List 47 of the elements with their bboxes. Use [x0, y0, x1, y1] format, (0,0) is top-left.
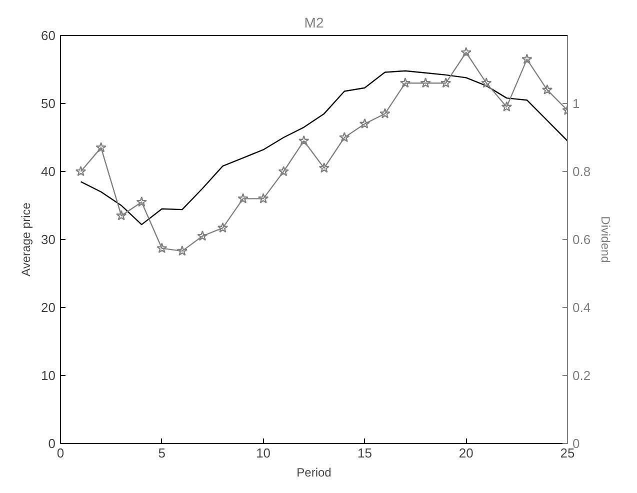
point [136, 196, 147, 207]
point [217, 222, 228, 233]
point [501, 101, 512, 112]
point [318, 162, 330, 173]
point [380, 108, 390, 118]
y2-tick-label: 1 [572, 96, 580, 111]
y2-tick-label: 0.2 [572, 368, 591, 383]
point [522, 54, 532, 64]
point [156, 242, 168, 253]
x-axis-title: Period [296, 466, 332, 480]
y2-tick-label: 0 [572, 436, 580, 451]
point [197, 230, 208, 241]
point [258, 193, 269, 204]
x-tick-label: 5 [158, 446, 166, 460]
point [481, 78, 492, 88]
y-tick-label: 10 [41, 368, 56, 383]
y-tick-label: 50 [41, 96, 56, 111]
y-tick-label: 30 [41, 232, 56, 247]
point [339, 132, 350, 142]
point [298, 135, 310, 146]
y-tick-label: 40 [41, 164, 56, 179]
y-tick-label: 60 [41, 28, 56, 43]
line-series [80, 70, 568, 226]
x-tick-label: 15 [357, 446, 372, 460]
point [75, 166, 86, 176]
point [116, 210, 127, 220]
y2-tick-label: 0.8 [572, 164, 591, 179]
x-tick-label: 20 [458, 446, 474, 460]
y2-axis-title: Dividend [598, 216, 613, 263]
x-tick-label: 10 [256, 446, 271, 460]
point [440, 78, 452, 88]
point [238, 193, 248, 204]
point [420, 78, 431, 88]
y-tick-label: 0 [48, 436, 56, 451]
y2-tick-label: 0.4 [572, 300, 591, 315]
point [278, 166, 289, 176]
chart-title: M2 [304, 14, 324, 30]
y-tick-label: 20 [41, 300, 56, 315]
point [400, 78, 411, 88]
point [542, 84, 553, 95]
y-axis-title: Average price [19, 202, 34, 276]
point [96, 142, 106, 152]
point [460, 46, 472, 58]
x-tick-label: 25 [560, 446, 575, 460]
point [176, 245, 188, 256]
y2-tick-label: 0.6 [572, 232, 591, 247]
point [359, 118, 370, 129]
